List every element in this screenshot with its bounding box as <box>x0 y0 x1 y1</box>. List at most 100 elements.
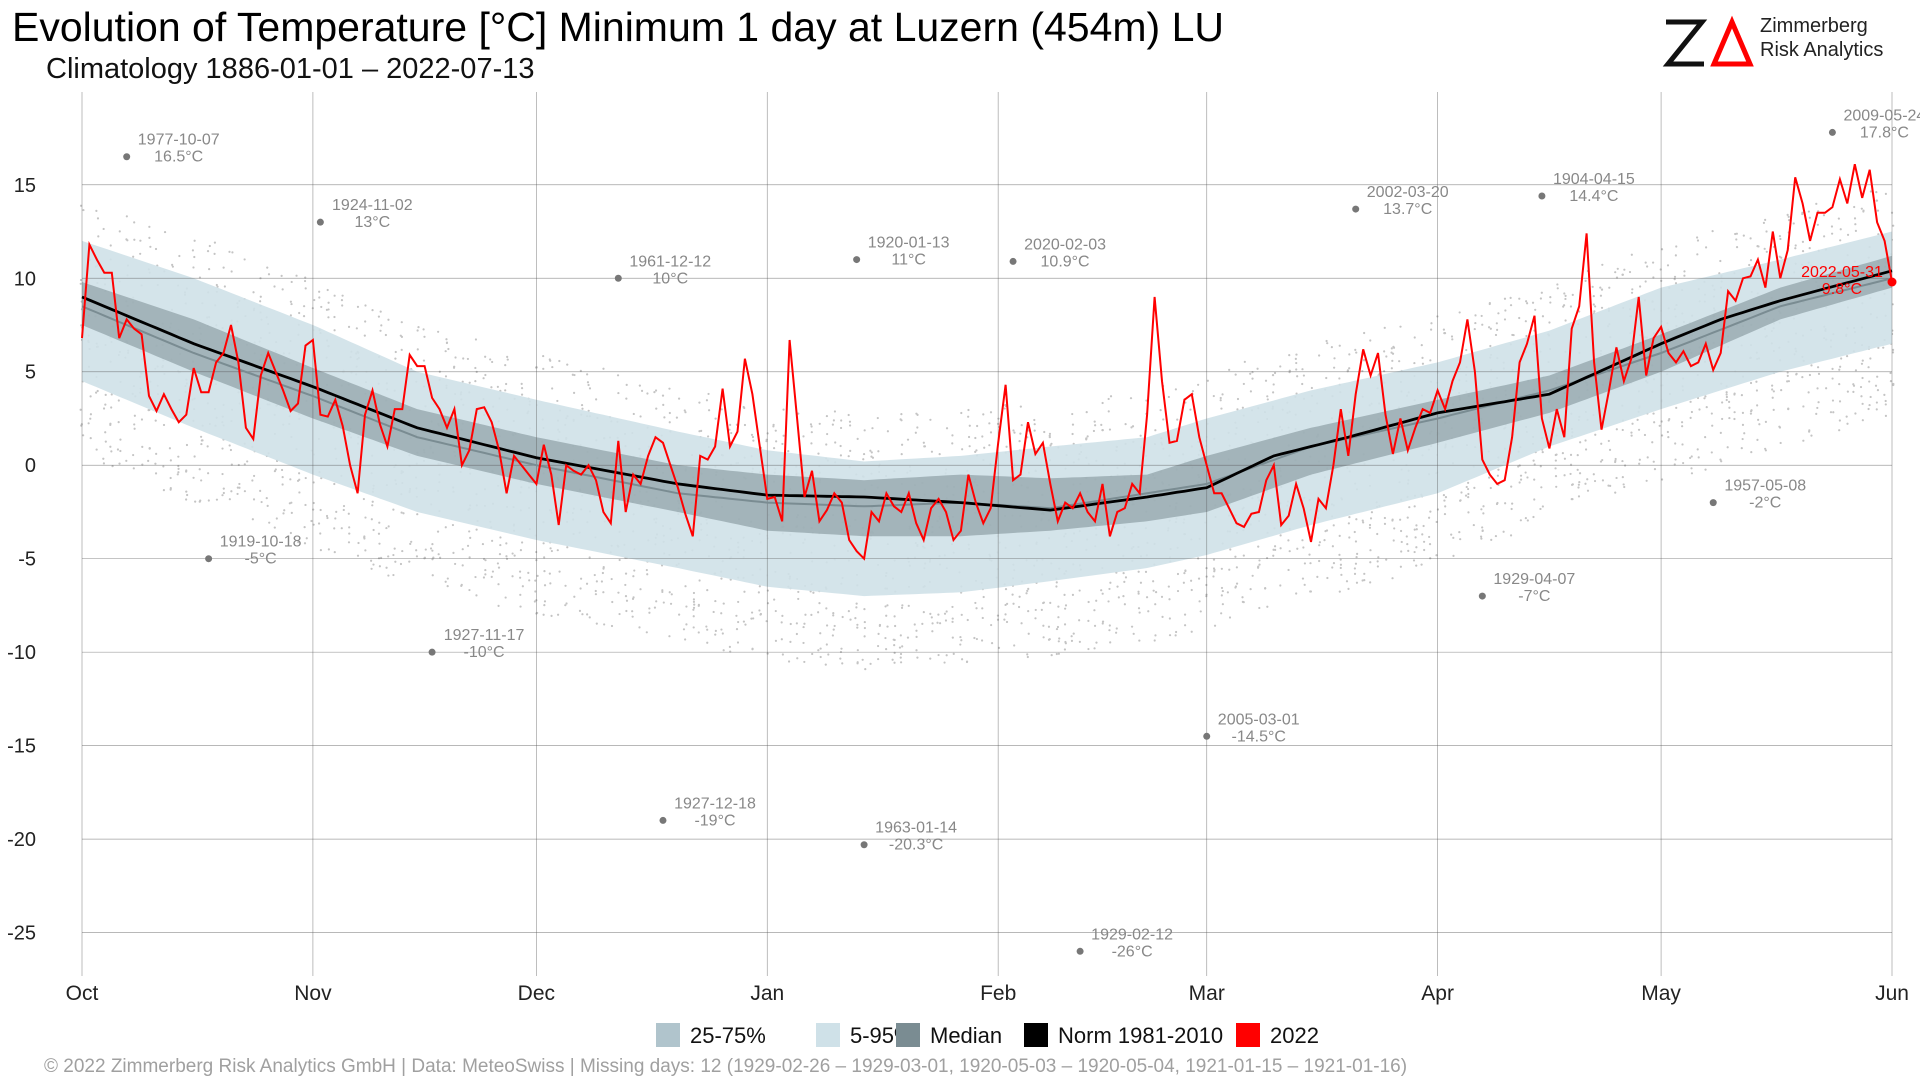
historical-dot <box>1481 323 1484 326</box>
historical-dot <box>1368 523 1372 527</box>
historical-dot <box>1740 447 1743 450</box>
historical-dot <box>1376 532 1379 536</box>
historical-dot <box>491 570 495 573</box>
historical-dot <box>1861 402 1864 405</box>
historical-dot <box>147 459 150 462</box>
historical-dot <box>1510 485 1513 488</box>
historical-dot <box>461 564 464 567</box>
historical-dot <box>1503 297 1507 300</box>
historical-dot <box>1011 593 1014 596</box>
historical-dot <box>422 359 426 362</box>
historical-dot <box>945 610 948 613</box>
historical-dot <box>556 549 559 552</box>
historical-dot <box>1309 590 1313 593</box>
historical-dot <box>1578 472 1582 475</box>
historical-dot <box>706 628 709 631</box>
historical-dot <box>685 605 688 608</box>
historical-dot <box>975 637 979 641</box>
historical-dot <box>900 453 903 456</box>
historical-dot <box>1807 210 1810 213</box>
historical-dot <box>1415 546 1418 549</box>
historical-dot <box>1616 267 1619 270</box>
historical-dot <box>1228 368 1231 371</box>
historical-dot <box>1563 474 1566 477</box>
historical-dot <box>1876 388 1880 392</box>
historical-dot <box>960 658 964 661</box>
historical-dot <box>155 452 158 455</box>
record-date-label: 2002-03-20 <box>1367 184 1449 201</box>
historical-dot <box>251 479 254 482</box>
historical-dot <box>543 584 547 587</box>
historical-dot <box>1467 492 1470 496</box>
historical-dot <box>1048 432 1052 435</box>
historical-dot <box>588 556 591 559</box>
historical-dot <box>1183 571 1186 575</box>
historical-dot <box>1220 407 1223 410</box>
historical-dot <box>929 418 932 421</box>
historical-dot <box>109 445 112 448</box>
historical-dot <box>1780 388 1783 392</box>
historical-dot <box>1339 558 1342 561</box>
historical-dot <box>705 625 708 628</box>
historical-dot <box>474 366 477 370</box>
historical-dot <box>333 550 336 554</box>
historical-dot <box>797 412 800 415</box>
historical-dot <box>1852 383 1855 386</box>
historical-dot <box>625 599 629 602</box>
historical-dot <box>886 430 889 433</box>
historical-dot <box>1786 213 1789 216</box>
historical-dot <box>1810 364 1813 367</box>
historical-dot <box>1853 205 1856 209</box>
historical-dot <box>1755 389 1759 392</box>
historical-dot <box>1487 326 1491 329</box>
historical-dot <box>528 579 531 582</box>
historical-dot <box>1406 543 1409 546</box>
y-tick-label: -15 <box>7 736 36 758</box>
historical-dot <box>356 305 360 308</box>
historical-dot <box>1540 291 1543 294</box>
chart-title: Evolution of Temperature [°C] Minimum 1 … <box>12 4 1225 50</box>
historical-dot <box>797 597 800 601</box>
historical-dot <box>698 430 701 433</box>
historical-dot <box>1115 631 1118 634</box>
historical-dot <box>273 470 277 473</box>
historical-dot <box>1330 346 1333 349</box>
historical-dot <box>117 399 120 402</box>
historical-dot <box>862 458 865 461</box>
historical-dot <box>333 527 336 530</box>
historical-dot <box>551 365 554 369</box>
historical-dot <box>1584 448 1588 451</box>
historical-dot <box>89 436 92 440</box>
historical-dot <box>481 542 485 546</box>
historical-dot <box>163 230 167 234</box>
historical-dot <box>1414 536 1417 539</box>
historical-dot <box>281 288 284 291</box>
historical-dot <box>489 358 492 361</box>
historical-dot <box>504 389 507 392</box>
historical-dot <box>899 634 902 637</box>
historical-dot <box>1495 502 1499 506</box>
historical-dot <box>1442 494 1446 497</box>
historical-dot <box>251 518 254 521</box>
historical-dot <box>1392 346 1396 349</box>
historical-dot <box>1266 605 1269 608</box>
historical-dot <box>304 287 307 290</box>
historical-dot <box>1197 577 1201 580</box>
historical-dot <box>714 629 717 632</box>
historical-dot <box>1673 275 1677 278</box>
historical-dot <box>1525 334 1528 338</box>
historical-dot <box>1480 314 1483 318</box>
historical-dot <box>1674 458 1677 461</box>
historical-dot <box>758 585 761 588</box>
historical-dot <box>639 415 642 418</box>
historical-dot <box>1704 395 1707 398</box>
historical-dot <box>750 617 753 620</box>
historical-dot <box>1235 566 1238 569</box>
historical-dot <box>79 278 83 282</box>
historical-dot <box>827 653 830 656</box>
historical-dot <box>1837 217 1840 220</box>
historical-dot <box>1213 568 1216 571</box>
historical-dot <box>542 354 545 358</box>
historical-dot <box>983 446 986 449</box>
historical-dot <box>1696 448 1699 451</box>
